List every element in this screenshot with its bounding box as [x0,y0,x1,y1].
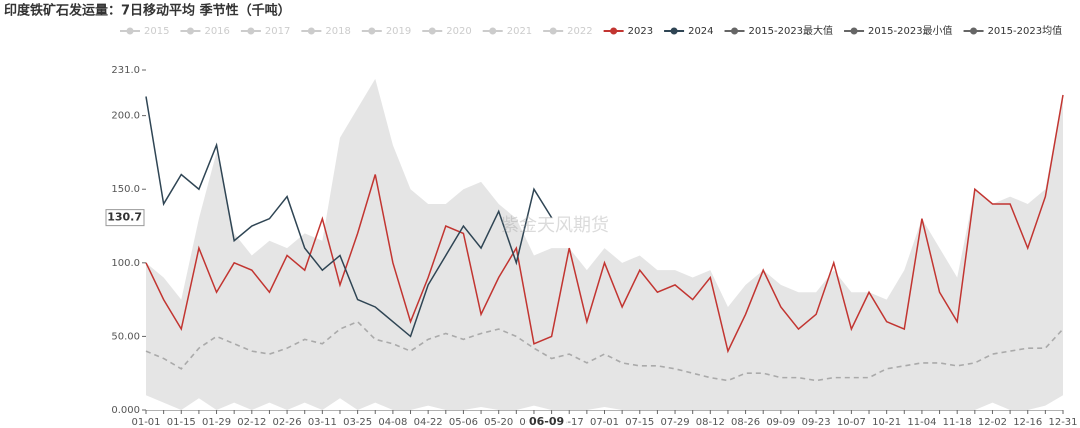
x-tick-label: 11-18 [943,417,972,428]
dashed-line [145,320,1064,382]
pointer-y-label: 130.7 [107,211,142,224]
x-tick-label: 09-23 [802,417,831,428]
x-tick-label: 03-25 [343,417,372,428]
x-tick-label: 09-09 [766,417,795,428]
x-tick-label: 10-21 [872,417,901,428]
legend-label: 2020 [446,26,471,37]
legend-label: 2015-2023最大值 [749,24,834,37]
legend-label: 2015 [144,26,169,37]
legend-label: 2015-2023均值 [988,24,1063,37]
pointer-x-box [526,414,567,428]
area [146,78,1063,410]
x-tick-label: 12-16 [1013,417,1042,428]
watermark: 紫金天风期货 [501,215,609,236]
x-tick-label: 12-31 [1048,417,1077,428]
chart-title: 印度铁矿石发运量：7日移动平均 季节性（千吨） [4,3,291,19]
legend-marker [186,27,194,35]
legend-marker [489,27,497,35]
legend-marker [368,27,376,35]
legend-label: 2021 [507,26,532,37]
legend-marker [670,27,678,35]
legend-label: 2015-2023最小值 [868,24,953,37]
y-tick-label: 100.0 [111,258,140,269]
x-tick-label: 05-20 [484,417,513,428]
x-tick-label: 12-02 [978,417,1007,428]
legend-marker [428,27,436,35]
legend-marker [610,27,618,35]
legend-label: 2024 [688,26,713,37]
legend-label: 2019 [386,26,411,37]
x-tick-label: 02-12 [237,417,266,428]
x-tick-label: 07-01 [590,417,619,428]
legend-label: 2023 [628,26,653,37]
x-tick-label: 10-07 [837,417,866,428]
x-tick-label: 04-22 [414,417,443,428]
pointer-y-box [105,209,145,227]
x-tick-label: 01-01 [131,417,160,428]
y-tick-label: 231.0 [111,65,140,76]
x-tick-label: 03-11 [308,417,337,428]
legend-label: 2022 [567,26,592,37]
y-tick-label: 50.00 [111,331,140,342]
legend-marker [126,27,134,35]
legend-marker [970,27,978,35]
y-tick-label: 0.000 [111,405,140,416]
x-tick-label: 04-08 [378,417,407,428]
legend-label: 2018 [325,26,350,37]
legend-marker [549,27,557,35]
legend-marker [731,27,739,35]
area [146,395,1063,410]
x-tick-label: 02-26 [273,417,302,428]
legend-label: 2016 [204,26,229,37]
x-tick-label: 01-15 [167,417,196,428]
legend-marker [850,27,858,35]
x-tick-label: 08-12 [696,417,725,428]
x-tick-label: 06-17 [555,417,584,428]
y-tick-label: 150.0 [111,184,140,195]
x-tick-label: 07-15 [625,417,654,428]
legend-marker [247,27,255,35]
x-tick-label: 01-29 [202,417,231,428]
pointer-x-label: 06-09 [529,415,564,428]
line [145,94,1064,354]
x-tick-label: 08-26 [731,417,760,428]
line [145,96,553,338]
x-tick-label: 07-29 [661,417,690,428]
legend-label: 2017 [265,26,290,37]
x-tick-label: 11-04 [907,417,936,428]
x-tick-label: 05-06 [449,417,478,428]
legend-marker [307,27,315,35]
y-tick-label: 200.0 [111,111,140,122]
